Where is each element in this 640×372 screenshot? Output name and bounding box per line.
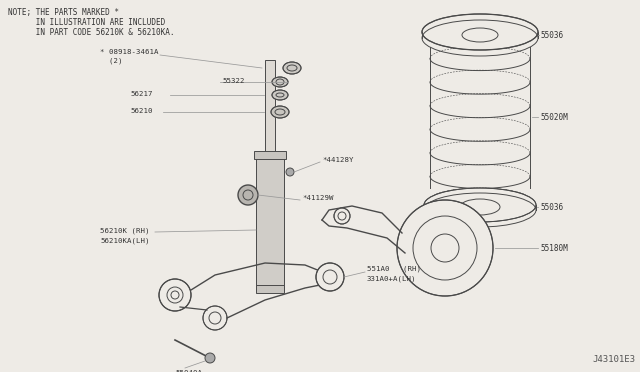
Ellipse shape [283,62,301,74]
Circle shape [286,168,294,176]
Text: 55322: 55322 [222,78,244,84]
Text: J43101E3: J43101E3 [592,355,635,364]
Text: 55036: 55036 [540,203,563,212]
Bar [254,151,286,159]
Bar [256,155,284,290]
Text: NOTE; THE PARTS MARKED *: NOTE; THE PARTS MARKED * [8,8,119,17]
Ellipse shape [272,77,288,87]
Circle shape [316,263,344,291]
Ellipse shape [424,188,536,222]
Circle shape [238,185,258,205]
Bar [256,285,284,293]
Text: IN ILLUSTRATION ARE INCLUDED: IN ILLUSTRATION ARE INCLUDED [8,18,165,27]
Text: *44128Y: *44128Y [322,157,353,163]
Circle shape [334,208,350,224]
Text: 56210: 56210 [130,108,152,114]
Text: * 08918-3461A: * 08918-3461A [100,49,159,55]
Circle shape [203,306,227,330]
Text: 55036: 55036 [540,31,563,40]
Circle shape [205,353,215,363]
Ellipse shape [422,14,538,50]
Text: *41129W: *41129W [302,195,333,201]
Text: 56210KA(LH): 56210KA(LH) [100,238,150,244]
Text: IN PART CODE 56210K & 56210KA.: IN PART CODE 56210K & 56210KA. [8,28,175,37]
Ellipse shape [271,106,289,118]
Bar [265,60,275,190]
Text: 551A0   (RH): 551A0 (RH) [367,265,421,272]
Circle shape [397,200,493,296]
Text: 56217: 56217 [130,91,152,97]
Text: 56210K (RH): 56210K (RH) [100,228,150,234]
Circle shape [159,279,191,311]
Text: (2): (2) [100,57,122,64]
Text: 55020M: 55020M [540,113,568,122]
Ellipse shape [272,90,288,100]
Text: 55040A: 55040A [175,370,202,372]
Text: 331A0+A(LH): 331A0+A(LH) [367,275,417,282]
Text: 55180M: 55180M [540,244,568,253]
